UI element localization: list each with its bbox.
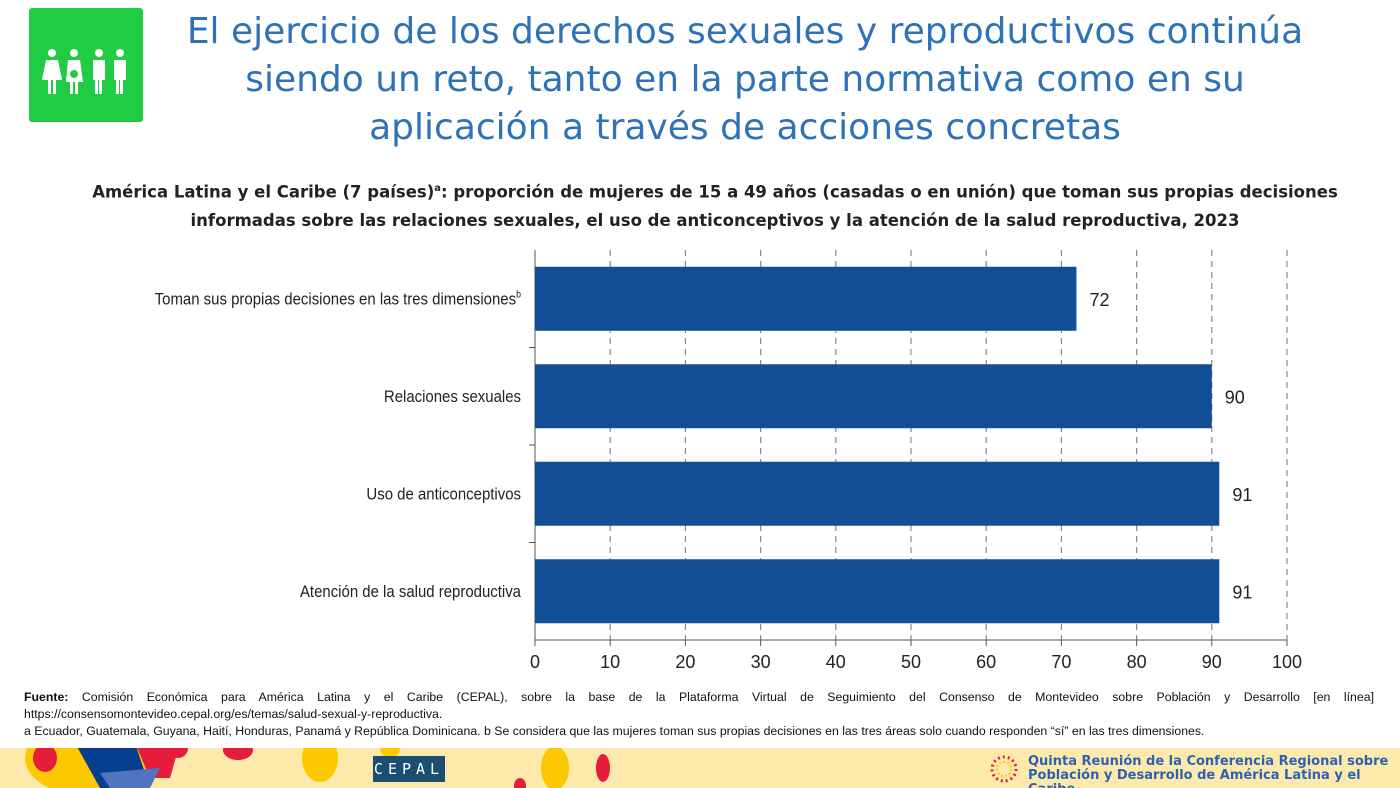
x-tick-label: 100 (1272, 652, 1302, 672)
source-url[interactable]: https://consensomontevideo.cepal.org/es/… (24, 707, 443, 721)
category-label: Toman sus propias decisiones en las tres… (155, 288, 521, 309)
category-label: Relaciones sexuales (384, 388, 521, 406)
x-tick-label: 60 (976, 652, 996, 672)
family-people-icon (29, 8, 143, 122)
decorative-shapes (25, 748, 610, 788)
chart-title-sup: a (434, 183, 442, 194)
category-label: Uso de anticonceptivos (366, 486, 521, 504)
x-tick-label: 10 (600, 652, 620, 672)
cepal-logo: CEPAL (373, 756, 445, 782)
x-tick-label: 80 (1127, 652, 1147, 672)
x-tick-label: 40 (826, 652, 846, 672)
x-tick-label: 70 (1051, 652, 1071, 672)
chart-title-part1: América Latina y el Caribe (7 países) (92, 182, 435, 202)
category-label: Atención de la salud reproductiva (300, 583, 521, 601)
x-tick-label: 90 (1202, 652, 1222, 672)
x-tick-label: 0 (530, 652, 540, 672)
conference-logo-icon (990, 755, 1018, 783)
bar (535, 266, 1077, 331)
source-text: Comisión Económica para América Latina y… (68, 690, 1374, 704)
chart-title-part2: : proporción de mujeres de 15 a 49 años … (190, 182, 1338, 230)
chart-title: América Latina y el Caribe (7 países)a: … (60, 175, 1370, 235)
data-label: 90 (1225, 387, 1245, 407)
page-title: El ejercicio de los derechos sexuales y … (186, 11, 1304, 148)
footer-banner: CEPAL Quinta Reunión de la Conferencia R… (0, 748, 1400, 788)
notes: Fuente: Comisión Económica para América … (24, 689, 1374, 740)
source-note: Fuente: Comisión Económica para América … (24, 689, 1374, 706)
conference-line1: Quinta Reunión de la Conferencia Regiona… (1028, 754, 1389, 769)
x-tick-label: 30 (751, 652, 771, 672)
data-label: 91 (1232, 582, 1252, 602)
data-label: 72 (1089, 290, 1109, 310)
bar (535, 559, 1220, 624)
bar (535, 364, 1212, 429)
bar-chart: 0 10 20 30 40 50 60 70 80 90 100 Toman sus propias … (155, 250, 1302, 672)
conference-line2: Población y Desarrollo de América Latina… (1028, 768, 1361, 788)
x-tick-label: 50 (901, 652, 921, 672)
bar (535, 461, 1220, 526)
conference-name: Quinta Reunión de la Conferencia Regiona… (1028, 755, 1400, 788)
x-tick-label: 20 (675, 652, 695, 672)
footnotes: a Ecuador, Guatemala, Guyana, Haití, Hon… (24, 724, 1205, 738)
source-label: Fuente: (24, 690, 69, 704)
data-label: 91 (1232, 485, 1252, 505)
